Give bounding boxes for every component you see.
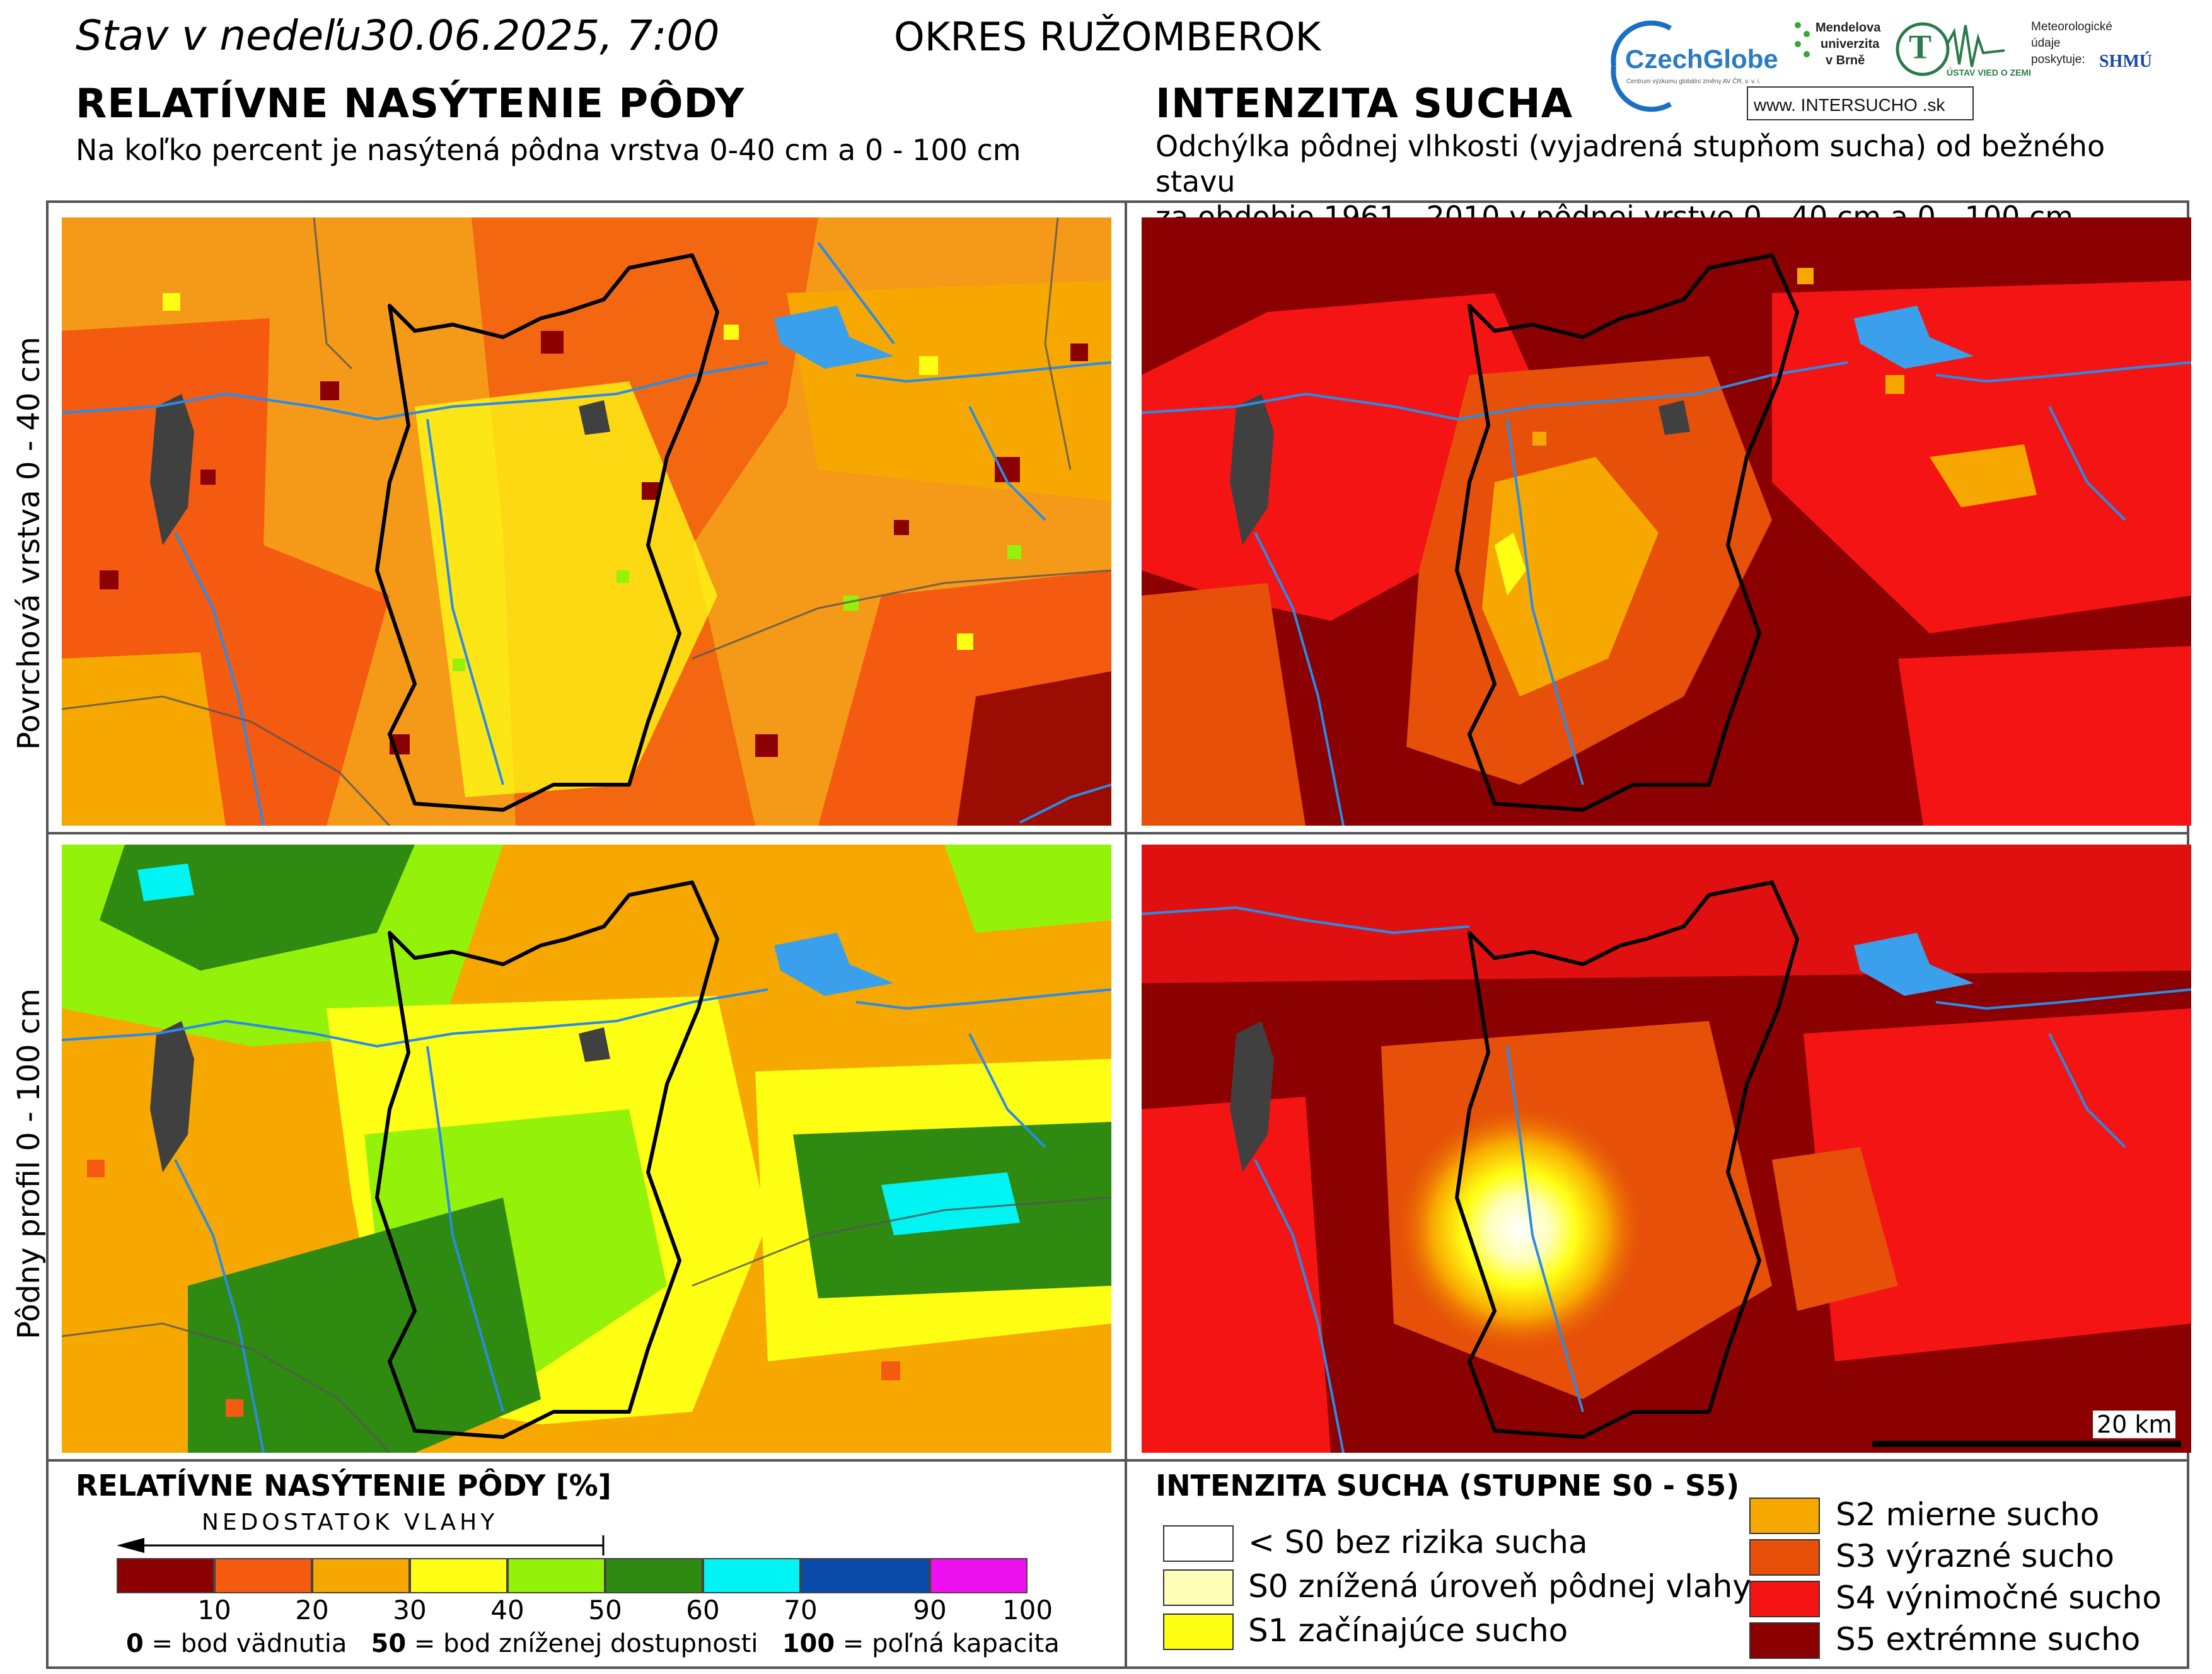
drought-legend-title: INTENZITA SUCHA (STUPNE S0 - S5) [1155,1469,1740,1503]
footnote-fifty-text: = bod zníženej dostupnosti [406,1629,758,1658]
shmu-logo: Meteorologické údaje poskytuje: SHMÚ [2031,20,2152,71]
drought-legend-label: S1 začínajúce sucho [1248,1612,1568,1649]
svg-text:T: T [1909,28,1931,66]
saturation-subtitle: Na koľko percent je nasýtená pôdna vrstv… [76,133,1021,167]
saturation-swatch [312,1558,410,1593]
saturation-legend-footnote: 0 = bod vädnutia 50 = bod zníženej dostu… [126,1629,1060,1658]
date-label: Stav v nedeľu30.06.2025, 7:00 [76,11,720,60]
saturation-swatch [410,1558,507,1593]
footnote-hundred: 100 [782,1629,835,1658]
mendel-text-1: Mendelova [1815,21,1881,35]
saturation-swatch [507,1558,605,1593]
map-drought-topsoil [1142,217,2191,826]
meteo-text-2: údaje [2031,37,2061,50]
row-label-topsoil: Povrchová vrstva 0 - 40 cm [11,337,47,750]
footnote-zero-text: = bod vädnutia [143,1629,347,1658]
saturation-swatch [930,1558,1028,1593]
saturation-tick-label: 50 [588,1595,622,1625]
saturation-swatch [801,1558,930,1593]
drought-swatch [1163,1569,1234,1606]
drought-subtitle-line-1: Odchýlka pôdnej vlhkosti (vyjadrená stup… [1155,129,2105,199]
mendel-text-2: univerzita [1821,37,1880,51]
ustav-text: ÚSTAV VIED O ZEMI [1947,67,2031,78]
moisture-deficit-arrow [117,1535,605,1556]
intersucho-text: www. INTERSUCHO .sk [1753,95,1945,115]
grid-divider-middle [47,832,2188,834]
drought-legend-label: < S0 bez rizika sucha [1248,1524,1588,1561]
drought-legend-label: S0 znížená úroveň pôdnej vlahy [1248,1568,1751,1605]
saturation-tick-label: 90 [913,1595,947,1625]
saturation-tick-label: 60 [686,1595,720,1625]
saturation-swatch [214,1558,312,1593]
saturation-tick-label: 10 [197,1595,231,1625]
shmu-text: SHMÚ [2099,52,2152,71]
map-drought-profile [1142,845,2191,1453]
saturation-tick-label: 30 [393,1595,427,1625]
saturation-tick-label: 20 [295,1595,329,1625]
drought-swatch [1163,1613,1234,1650]
saturation-swatch [117,1558,214,1593]
grid-divider-legend [47,1459,2188,1462]
saturation-swatch [703,1558,801,1593]
saturation-tick-label: 100 [1002,1595,1053,1625]
scale-bar [1872,1441,2181,1447]
ustav-logo: T ÚSTAV VIED O ZEMI [1896,22,2031,78]
drought-legend-label: S5 extrémne sucho [1836,1621,2141,1658]
saturation-tick-label: 40 [490,1595,524,1625]
moisture-deficit-label: NEDOSTATOK VLAHY [202,1509,499,1535]
row-label-profile: Pôdny profil 0 - 100 cm [11,988,47,1339]
map-saturation-topsoil [62,217,1111,826]
czechglobe-logo: CzechGlobe Centrum výzkumu globální změn… [1611,20,1778,112]
czechglobe-subtext: Centrum výzkumu globální změny AV ČR, v.… [1626,77,1761,85]
saturation-tick-label: 70 [784,1595,818,1625]
drought-swatch [1749,1581,1820,1617]
czechglobe-text: CzechGlobe [1625,44,1778,74]
meteo-text-3: poskytuje: [2031,53,2085,66]
drought-swatch [1749,1498,1820,1534]
drought-legend-label: S3 výrazné sucho [1836,1538,2114,1574]
grid-divider-vertical [1125,202,1127,1668]
partner-logos: CzechGlobe Centrum výzkumu globální změn… [1601,6,2194,126]
footnote-zero: 0 [126,1629,144,1658]
drought-legend-label: S4 výnimočné sucho [1836,1579,2162,1616]
drought-swatch [1749,1539,1820,1576]
saturation-title: RELATÍVNE NASÝTENIE PÔDY [76,81,745,127]
map-saturation-profile [62,845,1111,1453]
scale-bar-label: 20 km [2093,1411,2176,1438]
drought-title: INTENZITA SUCHA [1155,81,1573,127]
saturation-swatch [605,1558,703,1593]
drought-legend-label: S2 mierne sucho [1836,1496,2100,1533]
footnote-fifty: 50 [371,1629,407,1658]
footnote-hundred-text: = poľná kapacita [835,1629,1060,1658]
saturation-legend-title: RELATÍVNE NASÝTENIE PÔDY [%] [76,1469,611,1503]
mendel-logo: Mendelova univerzita v Brně [1795,21,1881,67]
drought-swatch [1749,1622,1820,1659]
district-title: OKRES RUŽOMBEROK [894,14,1321,60]
mendel-text-3: v Brně [1826,54,1865,67]
meteo-text-1: Meteorologické [2031,20,2112,33]
drought-swatch [1163,1525,1234,1562]
intersucho-logo: www. INTERSUCHO .sk [1747,86,1974,120]
